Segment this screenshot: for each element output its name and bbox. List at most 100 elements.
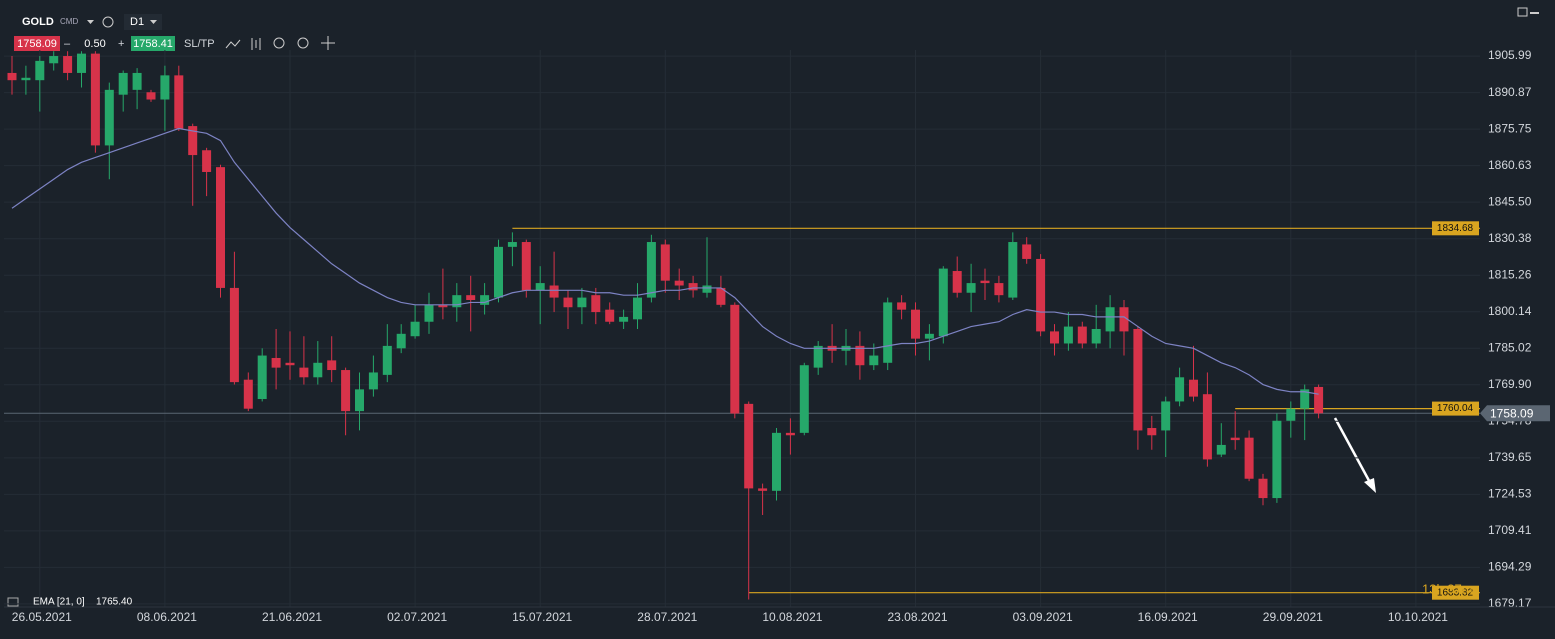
- candle-body: [730, 304, 740, 414]
- candle-body: [229, 287, 239, 383]
- window-icon[interactable]: [1517, 7, 1528, 17]
- candle-body: [7, 72, 17, 81]
- candle-body: [1091, 328, 1101, 344]
- minus[interactable]: –: [64, 38, 71, 50]
- ask-box[interactable]: [131, 36, 175, 51]
- candle-body: [35, 60, 45, 81]
- candle-body: [160, 75, 170, 100]
- candle-body: [966, 283, 976, 293]
- level-label-box: [1432, 221, 1479, 236]
- legend-icon: [7, 597, 19, 607]
- candle-body: [327, 360, 337, 371]
- x-tick-label: 16.09.2021: [1138, 610, 1198, 624]
- candle-body: [1175, 377, 1185, 402]
- candle-icon[interactable]: [251, 38, 261, 50]
- candle-body: [1216, 444, 1226, 455]
- x-tick-label: 23.08.2021: [887, 610, 947, 624]
- zoom-in[interactable]: [297, 37, 309, 49]
- candle-body: [646, 242, 656, 298]
- candle-body: [869, 355, 879, 366]
- candle-body: [202, 150, 212, 172]
- candle-body: [118, 72, 128, 95]
- candle-body: [549, 285, 559, 298]
- candle-body: [1189, 379, 1198, 397]
- toolbar: GOLD CMD D1 1758.09 – 0.50 + 1758.41 SL/…: [14, 7, 1539, 51]
- x-tick-label: 03.09.2021: [1013, 610, 1073, 624]
- arrow-head: [1364, 478, 1376, 493]
- candle-body: [243, 379, 253, 409]
- candle-body: [1050, 331, 1059, 344]
- candle-body: [355, 389, 364, 412]
- candle-body: [591, 295, 601, 313]
- grid: [4, 50, 1480, 607]
- candle-body: [660, 244, 670, 281]
- candle-body: [924, 333, 934, 339]
- x-tick-label: 10.10.2021: [1388, 610, 1448, 624]
- level-label: 1760.04: [1437, 403, 1474, 414]
- level-label: 1683.82: [1437, 587, 1474, 598]
- bid[interactable]: 1758.09: [17, 38, 57, 50]
- countdown: 13h 37m: [1422, 581, 1473, 596]
- candle-body: [368, 372, 378, 390]
- candle-body: [1105, 307, 1115, 332]
- zoom-out[interactable]: [273, 37, 285, 49]
- candle-body: [341, 370, 351, 412]
- candle-body: [1300, 389, 1310, 409]
- ema-legend-name: EMA [21, 0]: [33, 597, 85, 608]
- x-tick-label: 15.07.2021: [512, 610, 572, 624]
- line-icon[interactable]: [225, 39, 241, 49]
- level-label-box: [1432, 401, 1479, 416]
- y-tick-label: 1830.38: [1488, 231, 1532, 245]
- candle-body: [424, 304, 434, 322]
- candle-body: [716, 287, 726, 305]
- candle-body: [410, 321, 420, 337]
- candle-body: [744, 403, 754, 489]
- x-tick-label: 21.06.2021: [262, 610, 322, 624]
- x-tick-label: 02.07.2021: [387, 610, 447, 624]
- candle-body: [911, 309, 920, 339]
- candle-body: [1008, 242, 1018, 298]
- sltp[interactable]: SL/TP: [184, 38, 215, 50]
- candle-body: [216, 167, 225, 288]
- y-tick-label: 1845.50: [1488, 194, 1532, 208]
- last-price-label: 1758.09: [1490, 406, 1534, 420]
- y-tick-label: 1739.65: [1488, 450, 1532, 464]
- candle-body: [382, 345, 392, 375]
- candle-body: [1022, 244, 1032, 259]
- y-tick-label: 1815.26: [1488, 267, 1532, 281]
- candle-body: [883, 302, 893, 363]
- y-tick-label: 1769.90: [1488, 377, 1532, 391]
- minimize-icon[interactable]: [1530, 12, 1539, 14]
- candle-body: [1063, 326, 1073, 344]
- plus[interactable]: +: [118, 38, 124, 50]
- move-icon[interactable]: [321, 36, 335, 50]
- candle-body: [466, 295, 476, 300]
- candle-body: [104, 89, 114, 146]
- x-tick-label: 28.07.2021: [637, 610, 697, 624]
- bid-box[interactable]: [14, 36, 60, 51]
- symbol[interactable]: GOLD: [22, 16, 54, 28]
- timeframe[interactable]: D1: [130, 16, 144, 28]
- candle-body: [146, 92, 156, 100]
- candle-body: [994, 283, 1004, 296]
- candle-body: [633, 297, 642, 320]
- market: CMD: [60, 17, 78, 26]
- candle-body: [396, 333, 406, 349]
- y-tick-label: 1694.29: [1488, 560, 1532, 574]
- ask[interactable]: 1758.41: [133, 38, 173, 50]
- candle-body: [507, 242, 517, 247]
- candle-body: [758, 488, 768, 491]
- dropdown-arrow[interactable]: [150, 20, 157, 24]
- timeframe-box[interactable]: [124, 14, 162, 30]
- candle-body: [285, 362, 295, 366]
- info-icon[interactable]: [102, 16, 114, 28]
- dropdown-arrow[interactable]: [87, 20, 94, 24]
- y-tick-label: 1905.99: [1488, 48, 1532, 62]
- y-tick-label: 1785.02: [1488, 340, 1532, 354]
- candle-body: [688, 283, 698, 291]
- candle-body: [188, 126, 198, 156]
- level-label: 1834.68: [1437, 223, 1474, 234]
- candle-body: [494, 246, 503, 298]
- candle-body: [577, 297, 587, 308]
